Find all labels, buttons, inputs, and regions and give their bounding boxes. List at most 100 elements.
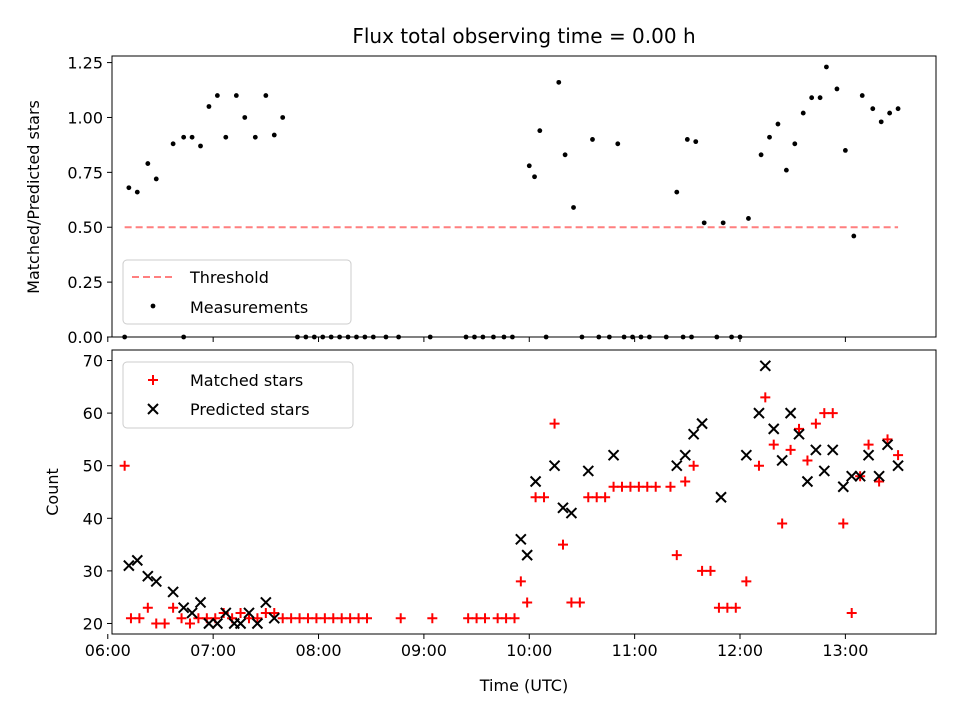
y-tick-label: 40 [83, 509, 103, 528]
measurement-point [689, 334, 694, 340]
time-axis-label: Time (UTC) [479, 676, 568, 695]
legend-predicted-swatch [147, 403, 159, 415]
matched-star-marker [159, 618, 170, 629]
matched-star-marker [243, 613, 254, 624]
measurement-point [328, 334, 334, 340]
measurement-point [396, 334, 402, 340]
measurement-point [532, 174, 537, 180]
measurement-point [252, 134, 258, 140]
measurement-point [526, 163, 532, 169]
matched-star-marker [688, 460, 699, 471]
measurement-point [134, 189, 140, 195]
count-panel: 06:00 07:00 08:00 09:00 10:00 11:00 12:00 13:00… [83, 349, 937, 660]
matched-star-marker [530, 492, 541, 503]
measurement-point [680, 334, 686, 340]
predicted-star-marker [845, 470, 858, 482]
predicted-star-marker [251, 617, 264, 630]
measurement-point [556, 79, 562, 85]
matched-star-marker [294, 613, 305, 624]
matched-star-marker [539, 492, 550, 503]
matched-star-marker [328, 613, 339, 624]
data-layer [122, 64, 901, 340]
matched-star-marker [522, 597, 533, 608]
measurement-point [571, 205, 576, 210]
y-tick-label: 1.00 [67, 108, 103, 127]
measurement-point [714, 334, 720, 340]
count-axis-label: Count [43, 468, 62, 516]
measurement-point [674, 189, 680, 195]
measurement-point [198, 143, 203, 149]
predicted-star-marker [515, 533, 527, 546]
matched-star-marker [863, 439, 874, 450]
predicted-star-marker [177, 601, 190, 614]
measurement-point [320, 334, 326, 340]
measurement-point [181, 134, 187, 140]
y-tick-label: 70 [83, 352, 103, 371]
matched-star-marker [768, 439, 779, 450]
matched-star-marker [574, 597, 585, 608]
predicted-star-marker [548, 459, 561, 472]
matched-star-marker [492, 613, 503, 624]
ratio-panel: 0.00 0.25 0.50 0.75 1.00 1.25 Threshold Measure… [67, 54, 937, 347]
measurement-point [729, 334, 734, 340]
matched-star-marker [874, 476, 885, 487]
legend-box [122, 361, 354, 429]
matched-star-marker [600, 492, 611, 503]
matched-star-marker [260, 607, 271, 618]
predicted-star-marker [123, 559, 135, 572]
measurement-point [701, 220, 707, 226]
predicted-star-marker [194, 596, 207, 609]
measurement-point [280, 115, 286, 120]
measurement-point [859, 93, 865, 98]
matched-star-marker [176, 613, 187, 624]
measurement-point [501, 334, 507, 340]
y-tick-label: 0.00 [67, 328, 103, 347]
matched-star-marker [336, 613, 347, 624]
matched-star-marker [819, 408, 830, 419]
measurement-point [737, 334, 743, 340]
measurement-point [206, 104, 212, 109]
measurement-point [463, 334, 469, 340]
measurement-point [472, 334, 477, 340]
predicted-star-marker [862, 449, 875, 461]
measurement-point [630, 334, 635, 340]
matched-star-marker [184, 618, 195, 629]
measurement-point [562, 152, 568, 158]
predicted-star-marker [565, 507, 578, 519]
matched-star-marker [557, 539, 568, 550]
measurement-point [189, 134, 195, 140]
chart-title: Flux total observing time = 0.00 h [352, 24, 695, 48]
x-tick-label: 12:00 [717, 641, 763, 660]
matched-star-marker [125, 613, 136, 624]
matched-star-marker [549, 418, 560, 429]
matched-star-marker [277, 613, 288, 624]
measurement-point [303, 334, 309, 340]
measurement-point [870, 106, 876, 112]
matched-star-marker [134, 613, 145, 624]
measurement-point [153, 176, 159, 182]
matched-star-marker [713, 602, 724, 613]
matched-star-marker [810, 418, 821, 429]
matched-star-marker [665, 481, 676, 492]
legend-measurement-label: Measurements [190, 298, 308, 317]
measurement-point [383, 334, 389, 340]
predicted-star-marker [260, 596, 272, 609]
matched-star-marker [151, 618, 162, 629]
predicted-star-marker [607, 449, 620, 461]
measurement-point [887, 110, 893, 116]
measurement-point [223, 134, 229, 140]
matched-star-marker [319, 613, 330, 624]
matched-star-marker [642, 481, 653, 492]
measurement-point [295, 334, 300, 340]
measurement-point [792, 141, 798, 147]
measurement-point [596, 334, 602, 340]
matched-star-marker [269, 607, 280, 618]
measurement-point [878, 119, 884, 125]
x-tick-label: 10:00 [506, 641, 552, 660]
matched-star-marker [680, 476, 691, 487]
measurement-point [824, 64, 829, 70]
matched-star-marker [591, 492, 602, 503]
measurement-point [126, 185, 132, 191]
matched-star-marker [846, 607, 857, 618]
